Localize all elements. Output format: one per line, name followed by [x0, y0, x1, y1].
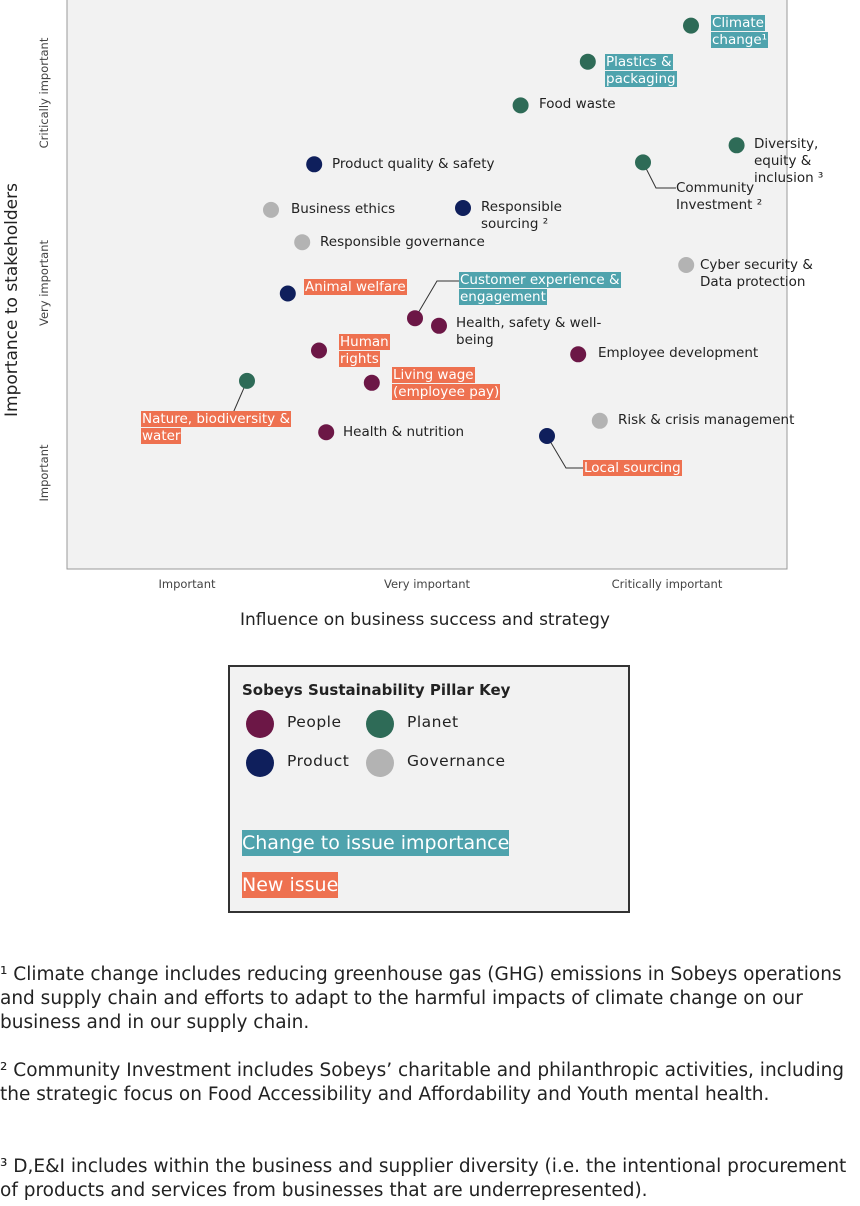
y-axis-label: Importance to stakeholders	[2, 183, 22, 417]
point-label-text: Community Investment ²	[676, 180, 763, 213]
point	[318, 424, 335, 441]
point	[306, 156, 323, 173]
point	[279, 285, 296, 302]
point-label-text: Living wage (employee pay)	[392, 367, 501, 400]
point-label: Local sourcing	[583, 460, 683, 477]
point-label-text: Local sourcing	[583, 460, 682, 476]
point-label: Animal welfare	[304, 279, 414, 296]
point-label: Living wage (employee pay)	[392, 367, 507, 401]
point-label: Responsible governance	[320, 234, 520, 251]
legend-swatches	[246, 710, 394, 777]
legend-swatch	[366, 749, 394, 777]
point-label: Risk & crisis management	[618, 412, 818, 429]
y-tick-label: Important	[37, 444, 51, 502]
point	[363, 374, 380, 391]
point-label: Health, safety & well-being	[456, 315, 606, 349]
point-label: Community Investment ²	[676, 180, 776, 214]
point	[591, 412, 608, 429]
point-label-text: Risk & crisis management	[618, 412, 795, 428]
point	[311, 342, 327, 359]
point-label-text: Customer experience & engagement	[459, 272, 621, 305]
point	[512, 97, 529, 114]
point-label-text: Employee development	[598, 345, 759, 361]
point-label: Diversity, equity & inclusion ³	[754, 136, 860, 187]
point-label-text: Animal welfare	[304, 279, 407, 295]
point	[431, 317, 447, 334]
point	[570, 346, 587, 363]
legend-title: Sobeys Sustainability Pillar Key	[242, 681, 511, 699]
point	[407, 310, 423, 327]
legend-swatch	[246, 749, 274, 777]
point-label: Health & nutrition	[343, 424, 543, 441]
point-label: Cyber security & Data protection	[700, 257, 830, 291]
point-label-text: Health & nutrition	[343, 424, 465, 440]
x-tick-label: Important	[158, 577, 216, 591]
point	[455, 200, 471, 216]
x-axis-label: Influence on business success and strate…	[240, 610, 610, 630]
point-label-text: Plastics & packaging	[605, 54, 677, 87]
point-label-text: Nature, biodiversity & water	[141, 411, 291, 444]
point-label: Nature, biodiversity & water	[141, 411, 291, 445]
point-label-text: Responsible sourcing ²	[481, 199, 562, 232]
point-label-text: Health, safety & well-being	[456, 315, 602, 348]
point-label: Food waste	[539, 96, 659, 113]
point-label-text: Cyber security & Data protection	[700, 257, 813, 290]
legend-label: People	[287, 713, 342, 731]
point	[683, 17, 699, 34]
legend-label: Planet	[407, 713, 459, 731]
legend-swatch	[366, 710, 394, 738]
point	[294, 234, 311, 251]
point	[678, 257, 695, 273]
leader-line	[546, 435, 583, 469]
point-label: Customer experience & engagement	[459, 272, 624, 306]
y-tick-label: Critically important	[37, 37, 51, 149]
point-label: Business ethics	[291, 201, 441, 218]
y-tick-label: Very important	[37, 239, 51, 327]
x-tick-label: Very important	[383, 577, 471, 591]
point-label: Employee development	[598, 345, 798, 362]
point	[263, 201, 279, 218]
footnote: ² Community Investment includes Sobeys’ …	[0, 1060, 845, 1105]
point-label-text: Food waste	[539, 96, 616, 112]
leader-line	[642, 162, 676, 189]
legend-highlight: New issue	[242, 872, 339, 898]
point-label: Responsible sourcing ²	[481, 199, 581, 233]
point-label: Climate change¹	[711, 15, 771, 49]
point	[728, 137, 745, 154]
legend-label: Product	[287, 752, 350, 770]
point-label-text: Climate change¹	[711, 15, 769, 48]
x-tick-label: Critically important	[611, 577, 723, 591]
point	[635, 154, 651, 171]
point-label-text: Business ethics	[291, 201, 396, 217]
legend-label: Governance	[407, 752, 506, 770]
leader-line	[414, 280, 459, 319]
point-label: Product quality & safety	[332, 156, 532, 173]
point	[579, 53, 596, 70]
footnote: ³ D,E&I includes within the business and…	[0, 1156, 847, 1201]
point-label: Human rights	[339, 334, 397, 368]
point-label-text: Diversity, equity & inclusion ³	[754, 136, 824, 186]
point-label-text: Human rights	[339, 334, 390, 367]
point-label-text: Product quality & safety	[332, 156, 495, 172]
legend-swatch	[246, 710, 274, 738]
footnote: ¹ Climate change includes reducing green…	[0, 964, 842, 1033]
point-label: Plastics & packaging	[605, 54, 685, 88]
point	[539, 428, 555, 444]
legend: Sobeys Sustainability Pillar Key People P…	[228, 665, 630, 913]
point-label-text: Responsible governance	[320, 234, 485, 250]
point	[239, 372, 255, 389]
legend-highlight: Change to issue importance	[242, 830, 510, 856]
